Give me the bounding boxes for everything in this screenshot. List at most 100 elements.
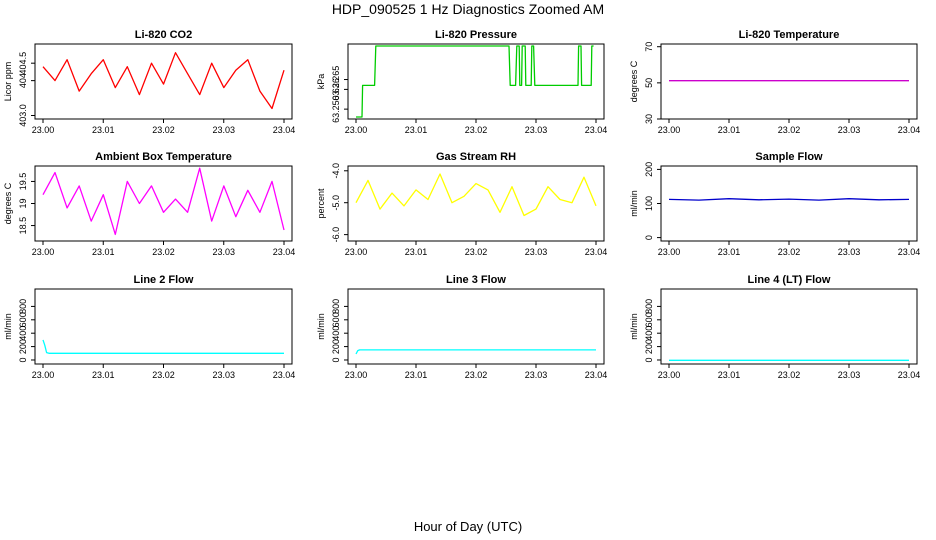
y-axis-label: ml/min <box>629 190 639 217</box>
panel-7: Line 3 Flow ml/min 23.00 23.01 23.02 23.03 23.… <box>316 274 607 380</box>
plot-frame <box>347 165 605 242</box>
plot-frame <box>660 288 918 365</box>
series-line <box>355 349 596 355</box>
x-tick-label: 23.03 <box>525 370 548 380</box>
panel-8: Line 4 (LT) Flow ml/min 23.00 23.01 23.02 23.… <box>629 274 920 380</box>
x-tick-label: 23.02 <box>465 125 488 135</box>
x-tick-label: 23.00 <box>658 247 681 257</box>
y-tick-label: 200 <box>18 339 28 354</box>
y-tick-label: 19.5 <box>18 173 28 191</box>
panel-title: Li-820 Temperature <box>739 29 840 41</box>
x-tick-label: 23.04 <box>273 247 296 257</box>
y-tick-label: 200 <box>331 339 341 354</box>
series-line <box>355 173 597 217</box>
panel-title: Line 4 (LT) Flow <box>748 274 831 286</box>
y-axis-label: ml/min <box>316 313 326 340</box>
x-tick-label: 23.01 <box>405 370 428 380</box>
x-tick-label: 23.01 <box>92 370 115 380</box>
x-tick-label: 23.03 <box>838 247 861 257</box>
y-tick-label: 0 <box>644 235 654 240</box>
y-tick-label: -6.0 <box>331 227 341 243</box>
x-tick-label: 23.00 <box>658 125 681 135</box>
x-tick-label: 23.01 <box>405 247 428 257</box>
x-tick-label: 23.01 <box>92 125 115 135</box>
x-tick-label: 23.00 <box>345 125 368 135</box>
y-tick-label: 0 <box>331 357 341 362</box>
x-tick-label: 23.03 <box>525 125 548 135</box>
y-tick-label: 800 <box>18 299 28 314</box>
y-tick-label: -5.0 <box>331 195 341 211</box>
x-tick-label: 23.04 <box>273 125 296 135</box>
x-tick-label: 23.04 <box>898 370 921 380</box>
x-tick-label: 23.03 <box>212 370 235 380</box>
x-tick-label: 23.00 <box>345 370 368 380</box>
plot-frame <box>660 43 918 120</box>
x-tick-label: 23.02 <box>778 370 801 380</box>
y-axis-label: degrees C <box>629 60 639 102</box>
plot-frame <box>34 165 293 242</box>
x-tick-label: 23.04 <box>898 125 921 135</box>
y-axis-label: kPa <box>316 74 326 90</box>
y-tick-label: 19 <box>18 198 28 208</box>
x-tick-label: 23.01 <box>92 247 115 257</box>
panel-title: Ambient Box Temperature <box>95 151 232 163</box>
x-tick-label: 23.04 <box>585 125 608 135</box>
x-tick-label: 23.04 <box>898 247 921 257</box>
y-tick-label: 400 <box>644 326 654 341</box>
x-tick-label: 23.04 <box>585 370 608 380</box>
x-tick-label: 23.00 <box>32 125 55 135</box>
y-axis-label: percent <box>316 188 326 219</box>
y-axis-label: Licor ppm <box>3 62 13 102</box>
y-tick-label: 63.265 <box>331 66 341 94</box>
panel-3: Ambient Box Temperature degrees C 23.00 23.… <box>3 151 295 257</box>
y-tick-label: 600 <box>18 312 28 327</box>
series-line <box>668 198 910 201</box>
series-line <box>42 52 285 110</box>
x-tick-label: 23.00 <box>345 247 368 257</box>
x-tick-label: 23.01 <box>718 370 741 380</box>
y-tick-label: 0 <box>18 357 28 362</box>
y-tick-label: 400 <box>18 326 28 341</box>
y-tick-label: 63.250 <box>331 95 341 123</box>
figure-x-axis-label: Hour of Day (UTC) <box>414 519 522 534</box>
plot-frame <box>347 288 605 365</box>
x-tick-label: 23.00 <box>32 370 55 380</box>
x-tick-label: 23.02 <box>152 370 175 380</box>
x-tick-label: 23.03 <box>212 247 235 257</box>
x-tick-label: 23.02 <box>465 247 488 257</box>
panel-0: Li-820 CO2 Licor ppm 23.00 23.01 23.02 23.03 2… <box>3 29 295 135</box>
panel-4: Gas Stream RH percent 23.00 23.01 23.02 23.03… <box>316 151 607 257</box>
x-tick-label: 23.02 <box>152 247 175 257</box>
panels-grid: Li-820 CO2 Licor ppm 23.00 23.01 23.02 23.03 2… <box>3 29 920 380</box>
y-axis-label: ml/min <box>629 313 639 340</box>
y-tick-label: 400 <box>331 326 341 341</box>
y-tick-label: 403.0 <box>18 104 28 127</box>
x-tick-label: 23.02 <box>152 125 175 135</box>
x-tick-label: 23.02 <box>465 370 488 380</box>
y-tick-label: 0 <box>644 357 654 362</box>
series-line <box>356 45 594 118</box>
panel-6: Line 2 Flow ml/min 23.00 23.01 23.02 23.03 23.… <box>3 274 295 380</box>
y-tick-label: 600 <box>331 312 341 327</box>
panel-5: Sample Flow ml/min 23.00 23.01 23.02 23.03 23.… <box>629 151 920 257</box>
plot-frame <box>347 43 605 120</box>
series-line <box>42 339 284 354</box>
panel-title: Li-820 CO2 <box>135 29 192 41</box>
x-tick-label: 23.04 <box>585 247 608 257</box>
y-tick-label: 200 <box>644 339 654 354</box>
x-tick-label: 23.03 <box>838 370 861 380</box>
y-tick-label: 800 <box>331 299 341 314</box>
panel-title: Li-820 Pressure <box>435 29 517 41</box>
plot-frame <box>34 43 293 120</box>
y-axis-label: ml/min <box>3 313 13 340</box>
y-tick-label: 404.5 <box>18 52 28 75</box>
x-tick-label: 23.02 <box>778 125 801 135</box>
x-tick-label: 23.03 <box>838 125 861 135</box>
y-tick-label: 600 <box>644 312 654 327</box>
y-tick-label: 63.26 <box>331 78 341 101</box>
panel-title: Gas Stream RH <box>436 151 516 163</box>
series-line <box>42 167 285 236</box>
y-tick-label: 30 <box>644 114 654 124</box>
figure-title: HDP_090525 1 Hz Diagnostics Zoomed AM <box>332 1 604 17</box>
